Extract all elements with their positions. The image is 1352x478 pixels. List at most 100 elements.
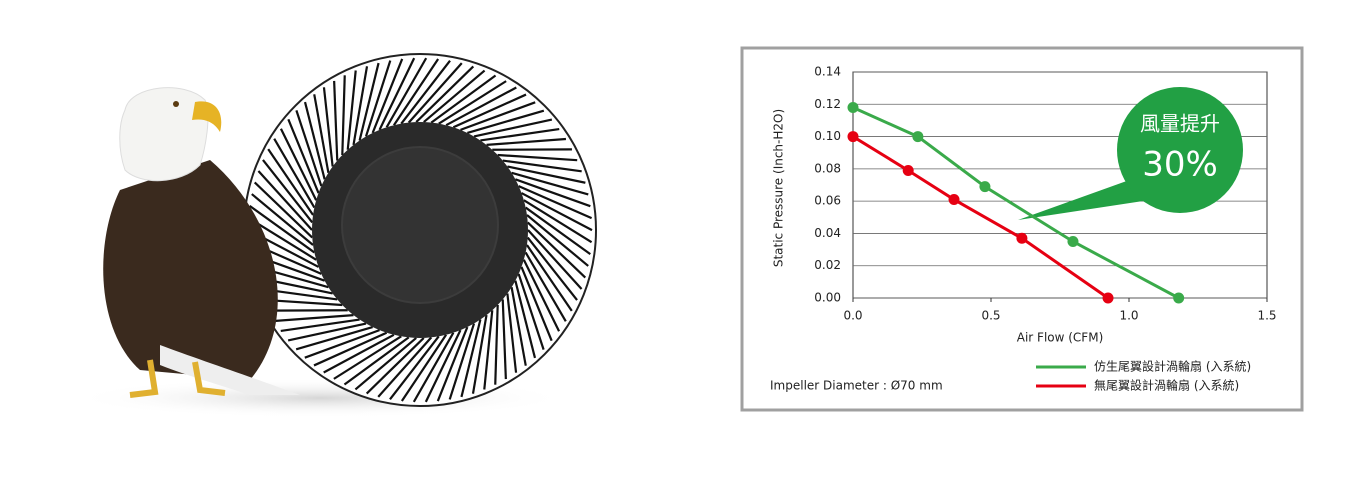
blade	[333, 335, 402, 380]
eagle-beak	[192, 101, 222, 132]
note: Impeller Diameter : Ø70 mm	[770, 379, 943, 393]
blade	[257, 170, 313, 231]
blade	[287, 118, 320, 194]
blade	[526, 244, 573, 312]
x-tick-label: 0.0	[843, 309, 862, 323]
legend-label: 無尾翼設計渦輪扇 (入系統)	[1094, 378, 1239, 393]
blade	[313, 331, 388, 367]
blade	[400, 334, 448, 402]
blade	[415, 65, 475, 123]
blade	[304, 329, 380, 359]
data-point	[1067, 236, 1079, 247]
blade	[467, 109, 545, 134]
blade	[412, 332, 455, 403]
eagle-feet	[129, 359, 226, 398]
blade	[385, 57, 428, 128]
blade	[523, 199, 593, 244]
blade	[371, 58, 404, 134]
eagle-body	[103, 160, 278, 380]
blade	[313, 94, 330, 173]
blade	[527, 229, 583, 290]
blade	[354, 337, 417, 391]
blade	[365, 337, 425, 395]
blade	[436, 326, 469, 402]
blade	[389, 335, 440, 401]
annotation-value: 30%	[1142, 145, 1218, 185]
y-tick-label: 0.04	[814, 226, 841, 240]
data-point	[1016, 232, 1028, 244]
blade	[287, 322, 367, 342]
blade	[526, 221, 587, 279]
data-point	[912, 131, 924, 143]
blade	[494, 304, 499, 385]
blade	[343, 336, 410, 386]
blade	[471, 314, 488, 394]
callout	[1018, 178, 1150, 220]
blade	[502, 159, 582, 173]
blade	[518, 185, 593, 220]
blade	[460, 319, 482, 398]
x-tick-label: 0.5	[981, 309, 1000, 323]
x-tick-label: 1.0	[1119, 309, 1138, 323]
blade	[392, 58, 440, 126]
blade	[378, 57, 416, 131]
blade	[303, 101, 326, 180]
blade	[253, 181, 314, 239]
blade	[506, 293, 518, 373]
data-point	[948, 194, 960, 206]
y-tick-label: 0.12	[814, 97, 841, 111]
blade	[430, 74, 497, 124]
blade	[346, 70, 357, 150]
annotation-title: 風量提升	[1140, 112, 1220, 136]
blade	[514, 178, 591, 208]
blade	[438, 80, 507, 125]
blade	[251, 193, 314, 246]
blade	[407, 62, 463, 124]
eagle-tail	[160, 345, 300, 395]
blade	[377, 336, 433, 398]
blade	[295, 110, 323, 187]
blade	[273, 314, 354, 323]
blade	[473, 118, 553, 138]
blade	[445, 86, 517, 127]
x-tick-label: 1.5	[1257, 309, 1276, 323]
legend-label: 仿生尾翼設計渦輪扇 (入系統)	[1094, 359, 1251, 374]
data-point	[847, 102, 859, 114]
illustration	[70, 53, 597, 418]
blade	[507, 165, 586, 184]
blade	[460, 101, 536, 131]
blade	[424, 329, 462, 403]
blade	[522, 259, 561, 332]
blade	[510, 287, 527, 366]
impeller-cap	[341, 146, 499, 304]
blade	[280, 318, 360, 333]
blade	[524, 206, 591, 255]
blade	[249, 205, 316, 254]
data-point	[1102, 292, 1114, 304]
blade	[341, 75, 346, 156]
y-tick-label: 0.14	[814, 65, 841, 79]
blade	[526, 214, 589, 267]
blade	[501, 299, 507, 380]
blade	[514, 280, 537, 359]
blade	[524, 251, 567, 322]
blade	[262, 159, 314, 224]
blade	[400, 59, 451, 125]
data-point	[979, 181, 991, 193]
blade	[486, 137, 567, 146]
blade	[497, 153, 578, 162]
blade	[279, 128, 318, 201]
blade	[267, 148, 314, 216]
blades	[247, 57, 593, 403]
blade	[323, 333, 395, 374]
blade	[480, 127, 560, 142]
blade	[511, 171, 589, 196]
blade	[448, 323, 476, 400]
eagle-head	[119, 87, 209, 182]
eagle-eye	[173, 101, 179, 107]
blade	[364, 60, 392, 137]
blade	[517, 273, 545, 350]
annotation-bubble	[1117, 87, 1243, 213]
